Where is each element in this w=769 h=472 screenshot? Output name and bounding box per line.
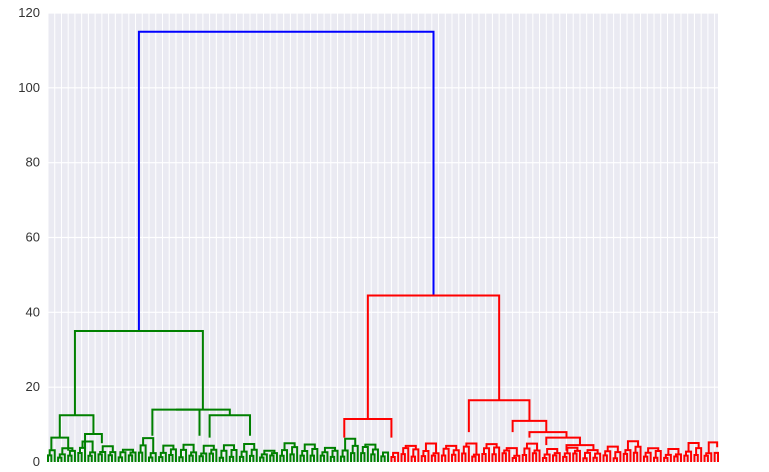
- dendrogram-leaf-link: [566, 446, 579, 454]
- dendrogram-link: [73, 330, 204, 416]
- dendrogram-leaf-link: [202, 444, 215, 454]
- dendrogram-link: [343, 417, 393, 438]
- y-axis-ticks: 0 20 40 60 80 100 120: [18, 5, 40, 469]
- dendrogram-leaf-link: [323, 446, 337, 453]
- dendrogram-link: [137, 30, 435, 332]
- dendrogram-leaf-link: [505, 447, 518, 456]
- y-tick-label: 40: [26, 304, 40, 319]
- dendrogram-leaf-link: [222, 444, 236, 451]
- dendrogram-link: [366, 294, 501, 419]
- dendrogram-link: [467, 399, 531, 433]
- dendrogram-leaf-link: [61, 447, 74, 455]
- dendrogram-link: [50, 436, 70, 451]
- dendrogram-leaf-link: [263, 449, 276, 455]
- dendrogram-links: [47, 30, 719, 462]
- dendrogram-leaf-link: [445, 444, 458, 451]
- dendrogram-leaf-link: [546, 447, 559, 455]
- dendrogram-leaf-link: [525, 442, 539, 451]
- dendrogram-leaf-link: [586, 449, 599, 454]
- dendrogram-leaf-link: [81, 440, 94, 453]
- dendrogram-leaf-link: [283, 442, 296, 451]
- dendrogram-leaf-link: [424, 442, 438, 454]
- y-tick-label: 120: [18, 5, 40, 20]
- dendrogram-leaf-link: [626, 440, 640, 451]
- dendrogram-leaf-link: [404, 444, 417, 450]
- dendrogram-leaf-link: [687, 442, 700, 452]
- dendrogram-leaf-link: [667, 448, 680, 455]
- dendrogram-link: [528, 431, 568, 438]
- dendrogram-leaf-link: [344, 437, 357, 451]
- dendrogram-leaf-link: [465, 442, 478, 455]
- y-tick-label: 20: [26, 379, 40, 394]
- y-tick-label: 100: [18, 80, 40, 95]
- dendrogram-leaf-link: [647, 447, 660, 453]
- dendrogram-leaf-link: [243, 443, 256, 452]
- dendrogram-link: [208, 414, 252, 438]
- dendrogram-leaf-link: [707, 441, 719, 454]
- dendrogram-leaf-link: [392, 451, 400, 462]
- dendrogram-leaf-link: [48, 449, 56, 462]
- dendrogram-leaf-link: [101, 445, 114, 453]
- dendrogram-leaf-link: [121, 448, 135, 453]
- dendrogram-leaf-link: [382, 451, 390, 462]
- y-tick-label: 80: [26, 155, 40, 170]
- dendrogram-leaf-link: [713, 451, 719, 462]
- y-tick-label: 0: [33, 454, 40, 469]
- dendrogram-leaf-link: [485, 443, 498, 449]
- dendrogram-link: [151, 408, 201, 436]
- dendrogram-leaf-link: [182, 443, 195, 453]
- y-tick-label: 60: [26, 230, 40, 245]
- dendrogram-leaf-link: [162, 444, 175, 453]
- dendrogram-leaf-link: [303, 443, 316, 451]
- dendrogram-link: [545, 436, 581, 446]
- dendrogram-leaf-link: [606, 445, 619, 453]
- dendrogram-leaf-link: [364, 443, 377, 450]
- dendrogram-link: [511, 419, 548, 433]
- dendrogram-link: [58, 414, 95, 438]
- dendrogram-leaf-link: [142, 437, 155, 454]
